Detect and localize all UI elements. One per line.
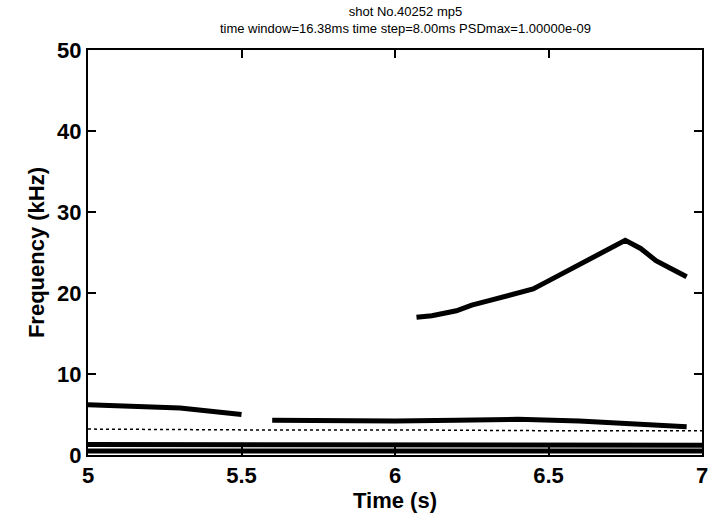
svg-text:5.5: 5.5	[226, 463, 257, 488]
svg-text:10: 10	[57, 362, 81, 387]
svg-text:7: 7	[696, 463, 708, 488]
svg-text:40: 40	[57, 119, 81, 144]
svg-text:shot No.40252 mp5time window=1: shot No.40252 mp5time window=16.38ms tim…	[220, 4, 591, 36]
svg-text:30: 30	[57, 200, 81, 225]
svg-text:Time (s): Time (s)	[353, 488, 437, 513]
svg-text:6.5: 6.5	[533, 463, 564, 488]
svg-text:0: 0	[69, 443, 81, 468]
svg-text:6: 6	[389, 463, 401, 488]
svg-text:Frequency (kHz): Frequency (kHz)	[24, 167, 49, 338]
svg-text:20: 20	[57, 281, 81, 306]
svg-text:5: 5	[82, 463, 94, 488]
svg-text:50: 50	[57, 38, 81, 63]
